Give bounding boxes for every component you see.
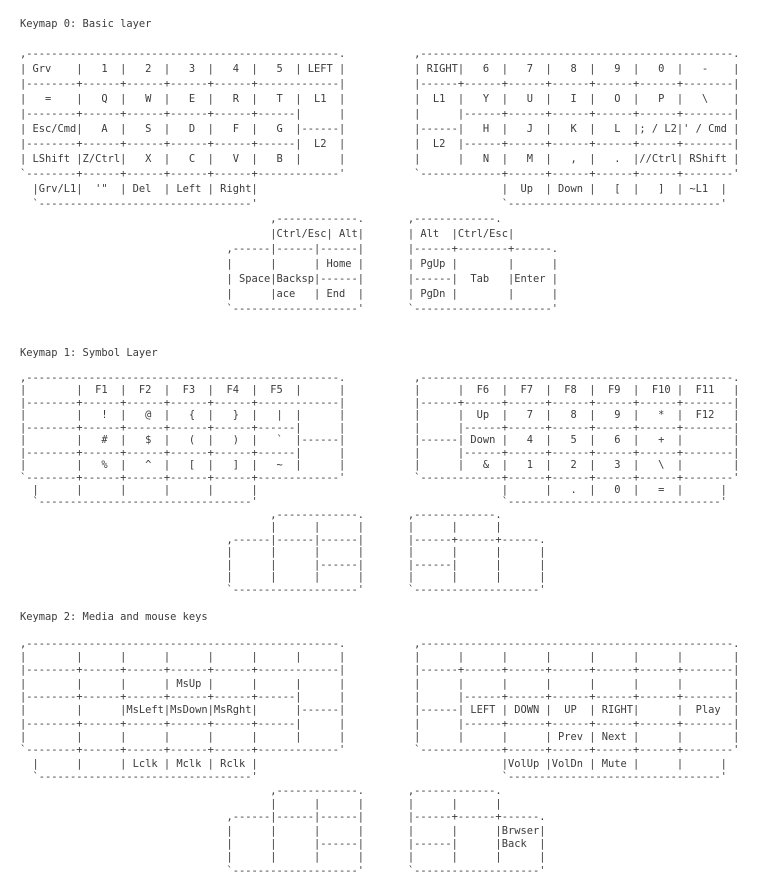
keymap-2-layout-ascii-art: ,---------------------------------------… bbox=[20, 637, 740, 877]
keymap-2-title: Keymap 2: Media and mouse keys bbox=[20, 611, 208, 624]
keymap-section-media-mouse-layer: Keymap 2: Media and mouse keys ,--------… bbox=[20, 611, 765, 878]
keymap-1-title: Keymap 1: Symbol Layer bbox=[20, 347, 158, 359]
keymap-0-title: Keymap 0: Basic layer bbox=[20, 18, 152, 30]
keymap-0-layout-ascii-art: ,---------------------------------------… bbox=[20, 48, 740, 315]
keymap-1-layout-ascii-art: ,---------------------------------------… bbox=[20, 371, 740, 596]
keymap-section-basic-layer: Keymap 0: Basic layer ,-----------------… bbox=[20, 17, 765, 317]
keymap-section-symbol-layer: Keymap 1: Symbol Layer ,----------------… bbox=[20, 347, 765, 596]
